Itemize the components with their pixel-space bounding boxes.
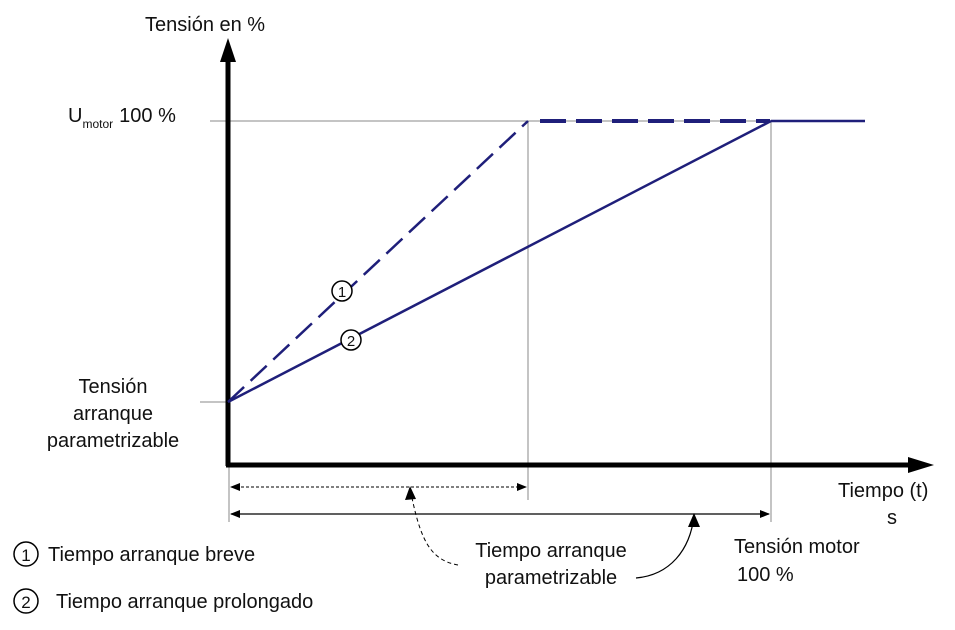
start-voltage-label-line2: arranque bbox=[73, 403, 153, 425]
curve-2-marker-num: 2 bbox=[347, 333, 355, 350]
curve-1-marker bbox=[331, 280, 353, 302]
x-axis-arrowhead bbox=[908, 457, 934, 473]
callout-pointer-short-head bbox=[405, 486, 416, 500]
callout-pointer-long-head bbox=[688, 513, 700, 527]
legend-marker-2 bbox=[13, 588, 39, 614]
legend-marker-2-num: 2 bbox=[21, 593, 30, 612]
ramp-time-label-line2: parametrizable bbox=[485, 567, 617, 589]
legend-text-2: Tiempo arranque prolongado bbox=[56, 591, 313, 613]
callout-pointer-short bbox=[409, 487, 459, 566]
curve-2-marker bbox=[340, 329, 362, 351]
curve-2-ramp bbox=[227, 119, 772, 404]
legend-item-2: 2 Tiempo arranque prolongado bbox=[13, 588, 313, 614]
umotor-label: Umotor 100 % bbox=[68, 105, 176, 131]
motor-voltage-label-line1: Tensión motor bbox=[734, 536, 860, 558]
callout-pointer-long bbox=[635, 515, 695, 579]
legend-marker-1-num: 1 bbox=[21, 546, 30, 565]
legend-marker-1 bbox=[13, 541, 39, 567]
y-axis-arrowhead bbox=[220, 38, 236, 62]
curve-1-marker-num: 1 bbox=[338, 284, 346, 301]
x-axis-title-line2: s bbox=[887, 507, 897, 529]
start-voltage-label-line1: Tensión bbox=[79, 376, 148, 398]
legend-item-1: 1 Tiempo arranque breve bbox=[13, 541, 255, 567]
y-axis-title: Tensión en % bbox=[145, 14, 265, 36]
curve-1-ramp bbox=[227, 120, 529, 403]
start-voltage-label-line3: parametrizable bbox=[47, 430, 179, 452]
motor-voltage-label-line2: 100 % bbox=[737, 564, 794, 586]
legend-text-1: Tiempo arranque breve bbox=[48, 544, 255, 566]
x-axis-title-line1: Tiempo (t) bbox=[838, 480, 928, 502]
ramp-time-label-line1: Tiempo arranque bbox=[475, 540, 627, 562]
